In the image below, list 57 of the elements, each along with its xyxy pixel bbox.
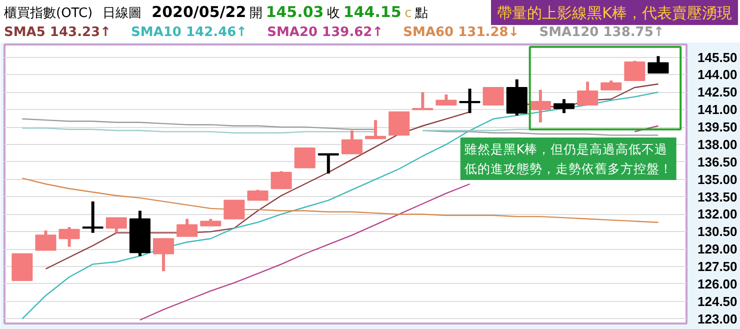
text: 收 [327,6,340,21]
text: 點 [415,6,428,21]
candlestick [106,217,127,233]
candlestick [224,200,245,220]
candlestick [648,56,669,74]
y-tick-label: 133.50 [698,189,738,204]
candlestick [176,218,198,237]
candlestick [153,238,174,272]
candlestick [247,190,268,201]
y-tick-label: 142.50 [698,84,738,100]
candlestick [600,80,622,90]
candlestick [82,201,104,233]
candlestick [318,153,339,174]
text: 145.03 [266,3,324,21]
candlestick [553,99,575,114]
chart-subtitle: 日線圖 [102,6,142,21]
candlestick [341,130,362,154]
y-tick-label: 136.50 [698,154,738,170]
annotation: 雖然是黑K棒，但仍是高過高低不過低的進攻態勢，走勢依舊多方控盤！ [464,142,672,176]
candlestick [530,90,551,122]
y-tick-label: 126.00 [698,276,738,292]
text: SMA20 139.62↑ [267,25,384,40]
candlestick [388,111,410,136]
text: 2020/05/22 [152,3,246,21]
text: 帶量的上影線黑K棒，代表賣壓湧現 [491,0,738,25]
y-tick-label: 144.00 [698,67,738,82]
y-tick-label: 135.00 [698,172,738,187]
text: 開 [249,6,262,21]
y-tick-label: 123.00 [698,311,738,326]
y-tick-label: 132.00 [698,206,738,222]
candlestick [58,227,80,247]
candlestick [270,171,292,190]
candlestick [365,120,386,140]
candlestick [577,82,598,106]
chart-title: 櫃買指數(OTC) [4,6,93,21]
y-tick-label: 141.00 [698,102,738,118]
y-tick-label: 130.50 [698,224,738,240]
y-tick-label: 139.50 [698,120,738,135]
candlestick [436,94,457,106]
candlestick [412,92,434,110]
y-tick-label: 127.50 [698,259,738,274]
candlestick [459,88,480,114]
y-tick-label: 138.00 [698,136,738,152]
text: SMA120 138.75↑ [539,25,664,40]
candlestick [294,147,316,168]
y-tick-label: 124.50 [698,294,738,309]
candlestick [624,60,646,82]
text: c [404,6,412,21]
candlestick [35,230,56,251]
line-series [22,178,659,223]
y-tick-label: 129.00 [698,242,738,257]
candlestick [482,87,504,106]
text: SMA5 143.23↑ [4,25,111,40]
text: 144.15 [343,3,402,21]
text: SMA10 142.46↑ [131,25,248,40]
text: SMA60 131.28↓ [403,25,520,40]
y-tick-label: 145.50 [698,50,738,65]
